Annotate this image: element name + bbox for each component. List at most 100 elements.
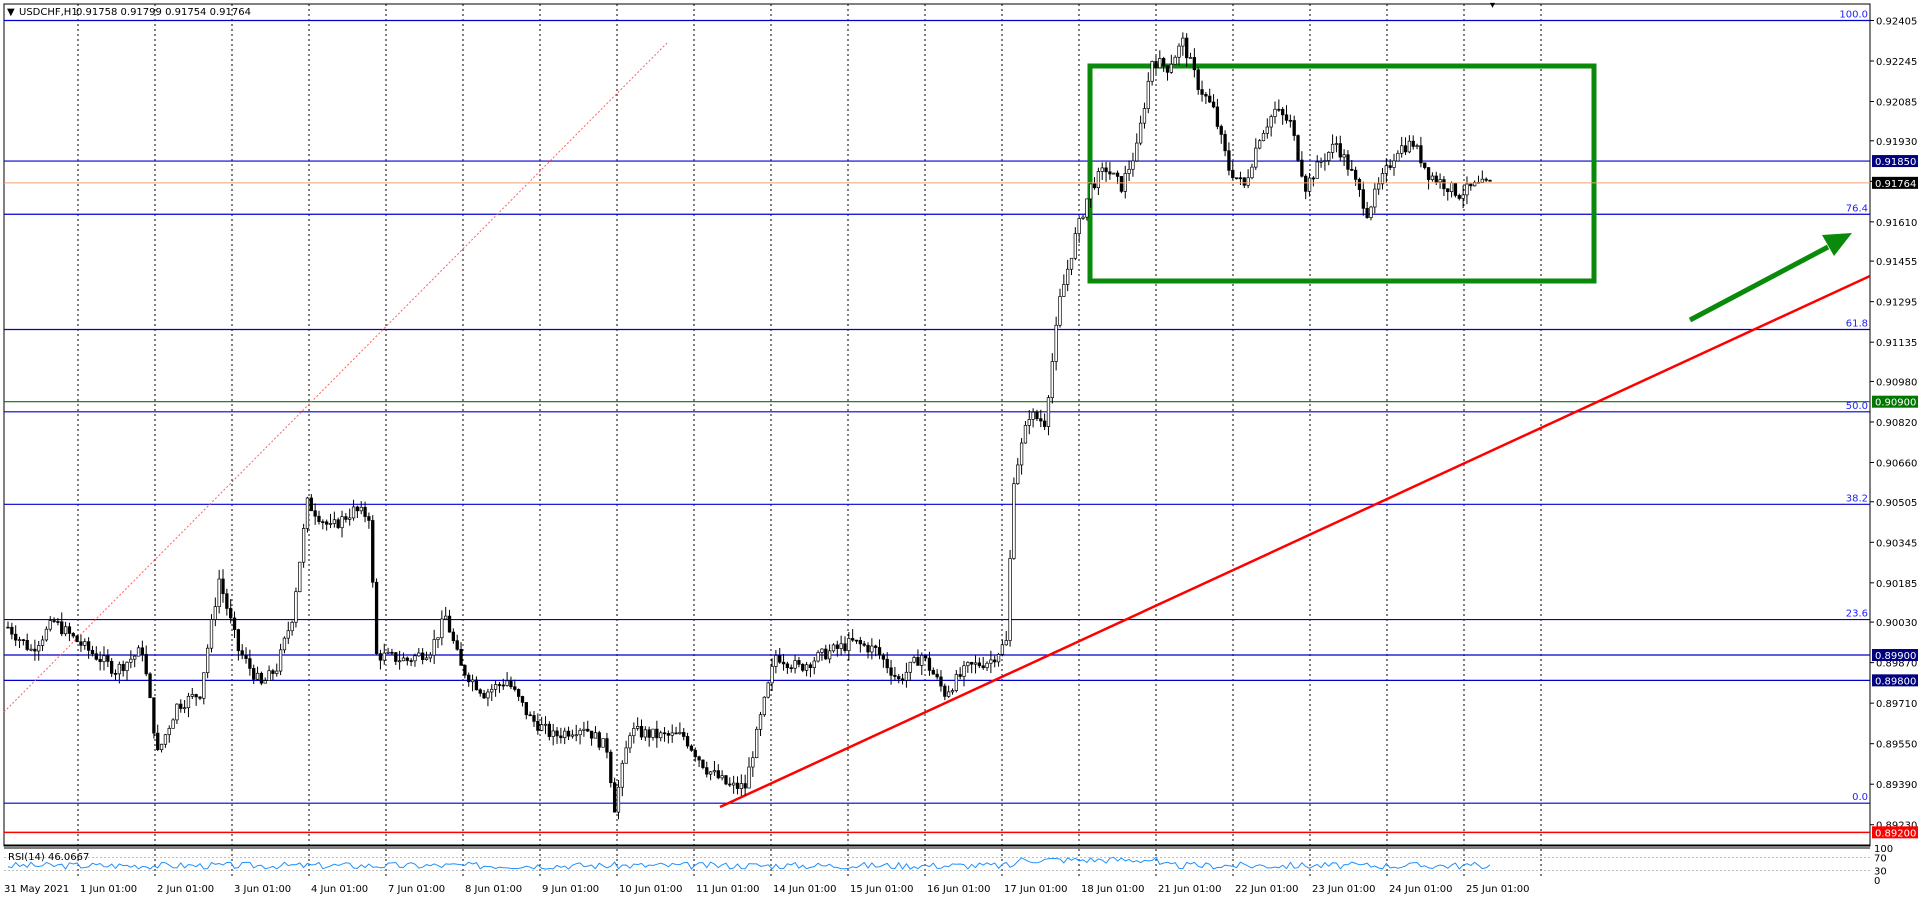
candle-body-11 [48,620,52,630]
candle-body-379 [1461,194,1465,199]
candle-body-99 [386,651,390,654]
candle-body-223 [862,643,866,646]
candle-body-48 [190,694,194,697]
candle-body-33 [133,655,137,660]
candle-body-241 [931,669,935,675]
candle-body-84 [328,523,333,525]
candle-body-249 [962,665,966,677]
candle-body-341 [1315,161,1319,179]
candle-body-49 [194,694,198,698]
time-label-18: 24 Jun 01:00 [1389,884,1453,895]
candle-body-240 [927,657,932,671]
level-tag-11: 0.89200 [1875,828,1916,839]
candle-body-292 [1127,168,1131,174]
candle-body-190 [735,782,740,789]
time-label-9: 11 Jun 01:00 [696,884,760,895]
candle-body-74 [290,621,294,632]
candle-body-105 [409,660,413,662]
price-tick-11: 0.90660 [1876,458,1917,469]
candle-body-86 [336,519,340,529]
candle-body-306 [1181,37,1185,47]
candle-body-199 [770,666,774,684]
chart-ohlc: 0.91758 0.91799 0.91754 0.91764 [76,7,251,18]
candle-body-295 [1138,122,1143,144]
candle-body-8 [37,645,41,652]
level-tag-bg-11 [1872,826,1918,839]
candle-body-162 [628,735,632,749]
candle-body-68 [267,670,271,681]
candle-body-170 [659,732,663,739]
candle-body-285 [1100,167,1104,172]
candle-body-141 [547,723,552,737]
candle-body-177 [685,736,690,747]
candle-body-182 [705,767,709,775]
candle-body-221 [854,639,859,642]
candle-body-183 [708,771,713,775]
candle-body-343 [1323,160,1327,162]
candle-body-386 [1488,179,1492,182]
candle-body-222 [858,640,862,645]
candle-body-314 [1211,101,1216,108]
candle-body-194 [751,757,755,768]
candle-body-370 [1426,167,1431,180]
candle-body-102 [397,660,402,663]
candle-body-294 [1135,142,1139,162]
candle-body-258 [996,654,1001,663]
candle-body-282 [1089,183,1093,200]
candle-body-252 [973,662,978,665]
candle-body-130 [505,680,509,686]
candle-body-275 [1062,284,1066,297]
candle-body-316 [1219,126,1223,135]
candle-body-233 [900,678,905,681]
price-axis: 0.924050.922450.920850.919300.917700.916… [1870,16,1917,832]
candle-body-195 [755,728,759,759]
candle-body-216 [835,644,839,649]
price-candles [6,32,1492,820]
candle-body-129 [501,684,505,687]
candle-body-261 [1008,558,1012,641]
candle-body-2 [14,633,18,641]
menu-triangle-icon[interactable]: ▼ [7,7,15,18]
candle-body-134 [520,696,525,703]
candle-body-342 [1319,160,1323,163]
candle-body-345 [1330,143,1335,153]
candle-body-334 [1288,119,1293,122]
candle-body-77 [301,528,306,563]
candle-body-364 [1403,145,1408,153]
candle-body-339 [1307,177,1312,192]
chart-symbol: USDCHF,H1 [19,7,78,18]
candle-body-210 [812,660,816,668]
scroll-marker-icon[interactable]: ▾ [1490,0,1495,11]
rsi-line [7,856,1491,870]
candle-body-18 [75,635,79,643]
candle-body-47 [186,695,191,709]
candle-body-227 [877,647,882,656]
candle-body-139 [540,724,544,731]
candle-body-80 [313,510,317,517]
candle-body-351 [1353,169,1358,180]
candle-body-95 [371,520,375,583]
fib-label-2: 76.4 [1846,203,1868,214]
candle-body-224 [866,644,870,653]
candle-body-178 [689,745,694,751]
candle-body-198 [766,682,770,698]
fib-label-0: 100.0 [1839,9,1868,20]
candle-body-327 [1261,132,1266,142]
candle-body-338 [1304,175,1308,192]
candle-body-94 [367,516,371,521]
candle-body-336 [1296,135,1300,161]
candle-body-376 [1449,182,1454,193]
candle-body-350 [1350,168,1354,171]
candle-body-288 [1112,172,1116,175]
current-price-tag-bg [1872,176,1918,189]
price-tick-0: 0.92405 [1876,16,1917,27]
fib-label-6: 38.2 [1846,493,1868,504]
candle-body-148 [574,734,578,737]
candle-body-226 [874,645,878,648]
candle-body-24 [98,658,102,663]
candle-body-110 [428,654,432,659]
candle-body-206 [797,660,801,665]
candle-body-322 [1242,177,1246,186]
candle-body-158 [612,782,617,813]
